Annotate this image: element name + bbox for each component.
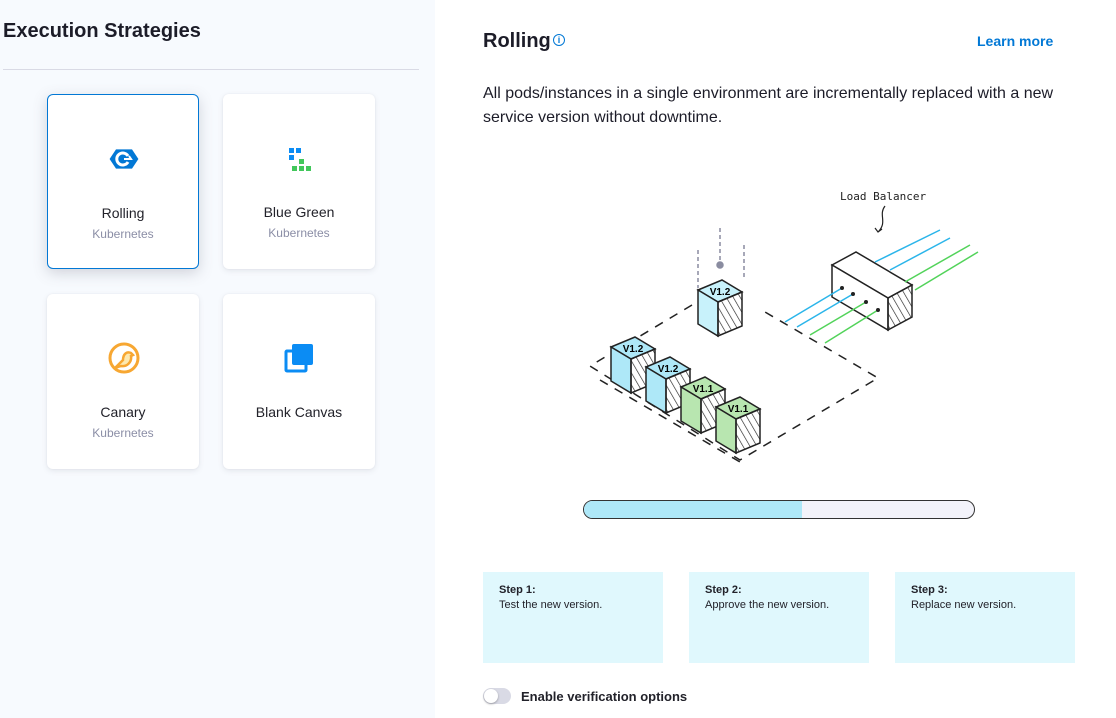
rolling-illustration: V1.2 V1.2 V1.2 V1.1 V1.1 Load Balancer xyxy=(588,190,979,463)
canary-icon xyxy=(108,342,140,374)
verification-toggle[interactable] xyxy=(483,688,511,704)
pod-version-label: V1.1 xyxy=(728,404,749,415)
pod-cube: V1.2 xyxy=(609,336,657,395)
step-card-2: Step 2: Approve the new version. xyxy=(689,572,869,663)
card-name: Canary xyxy=(100,404,146,420)
strategy-card-rolling[interactable]: Rolling Kubernetes xyxy=(47,94,199,269)
verification-label: Enable verification options xyxy=(521,689,688,704)
deploy-markers xyxy=(697,228,745,288)
strategy-card-blank-canvas[interactable]: Blank Canvas xyxy=(223,294,375,469)
card-subtitle: Kubernetes xyxy=(92,426,154,440)
card-subtitle: Kubernetes xyxy=(92,227,154,241)
toggle-knob xyxy=(484,689,498,703)
step-text: Approve the new version. xyxy=(705,599,830,611)
step-label: Step 1: xyxy=(499,584,536,596)
card-name: Blue Green xyxy=(263,204,335,220)
strategy-sidebar: Execution Strategies Rolling Kubernetes … xyxy=(0,0,435,718)
strategy-details: Rolling i Learn more All pods/instances … xyxy=(435,0,1116,718)
step-text: Replace new version. xyxy=(911,599,1017,611)
blank-canvas-icon xyxy=(284,344,313,373)
load-balancer xyxy=(784,229,979,344)
pod-cube: V1.2 xyxy=(644,356,692,415)
step-card-3: Step 3: Replace new version. xyxy=(895,572,1075,663)
step-text: Test the new version. xyxy=(499,599,603,611)
step-card-1: Step 1: Test the new version. xyxy=(483,572,663,663)
progress-fill xyxy=(584,501,803,518)
step-label: Step 3: xyxy=(911,584,948,596)
strategy-title: Rolling xyxy=(483,30,551,52)
card-name: Blank Canvas xyxy=(255,404,343,420)
learn-more-link[interactable]: Learn more xyxy=(977,33,1054,49)
load-balancer-label: Load Balancer xyxy=(840,190,926,203)
strategy-description: All pods/instances in a single environme… xyxy=(483,85,1054,126)
strategy-card-blue-green[interactable]: Blue Green Kubernetes xyxy=(223,94,375,269)
rollout-progress-bar xyxy=(583,500,975,519)
pod-cube: V1.1 xyxy=(714,396,762,455)
pod-version-label: V1.2 xyxy=(710,287,731,298)
strategy-card-canary[interactable]: Canary Kubernetes xyxy=(47,294,199,469)
environment-outline xyxy=(588,304,880,463)
sidebar-title: Execution Strategies xyxy=(3,20,201,42)
card-subtitle: Kubernetes xyxy=(268,226,330,240)
pod-cube: V1.2 xyxy=(696,279,744,338)
step-label: Step 2: xyxy=(705,584,742,596)
divider xyxy=(3,69,419,70)
card-name: Rolling xyxy=(101,205,145,221)
pointer-arrow-icon xyxy=(874,205,886,233)
rolling-icon xyxy=(109,149,139,169)
pod-version-label: V1.2 xyxy=(623,344,644,355)
blue-green-icon xyxy=(289,148,311,171)
pod-version-label: V1.2 xyxy=(658,364,679,375)
info-icon[interactable]: i xyxy=(553,34,565,46)
pod-version-label: V1.1 xyxy=(693,384,714,395)
